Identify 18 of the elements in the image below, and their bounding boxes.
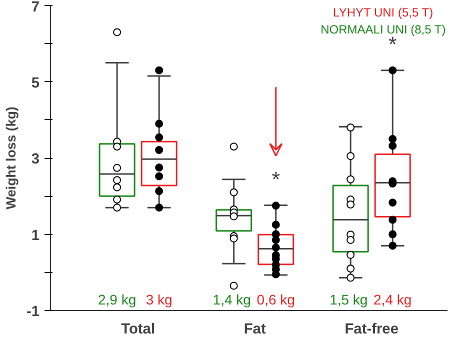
y-tick-label: -1 bbox=[26, 304, 40, 320]
text: 0,6 kg bbox=[256, 292, 295, 308]
text: 1,5 kg bbox=[330, 292, 368, 308]
text: 2,9 kg bbox=[98, 292, 136, 308]
text: 3 kg bbox=[146, 292, 172, 308]
text: 2,4 kg bbox=[374, 292, 412, 308]
y-tick-label: 5 bbox=[31, 75, 40, 92]
y-tick-label: 3 bbox=[31, 152, 40, 168]
x-tick-label: Total bbox=[121, 322, 156, 338]
x-tick-label: Fat-free bbox=[344, 322, 398, 338]
y-axis-title: Weight loss (kg) bbox=[3, 106, 18, 210]
annotation: * bbox=[272, 167, 280, 192]
text: 1,4 kg bbox=[212, 292, 251, 308]
y-tick-label: 1 bbox=[31, 228, 40, 244]
text: LYHYT UNI (5,5 T) bbox=[333, 6, 434, 20]
x-tick-label: Fat bbox=[244, 322, 266, 338]
y-tick-label: 7 bbox=[31, 0, 40, 16]
text: NORMAALI UNI (8,5 T) bbox=[320, 22, 446, 36]
